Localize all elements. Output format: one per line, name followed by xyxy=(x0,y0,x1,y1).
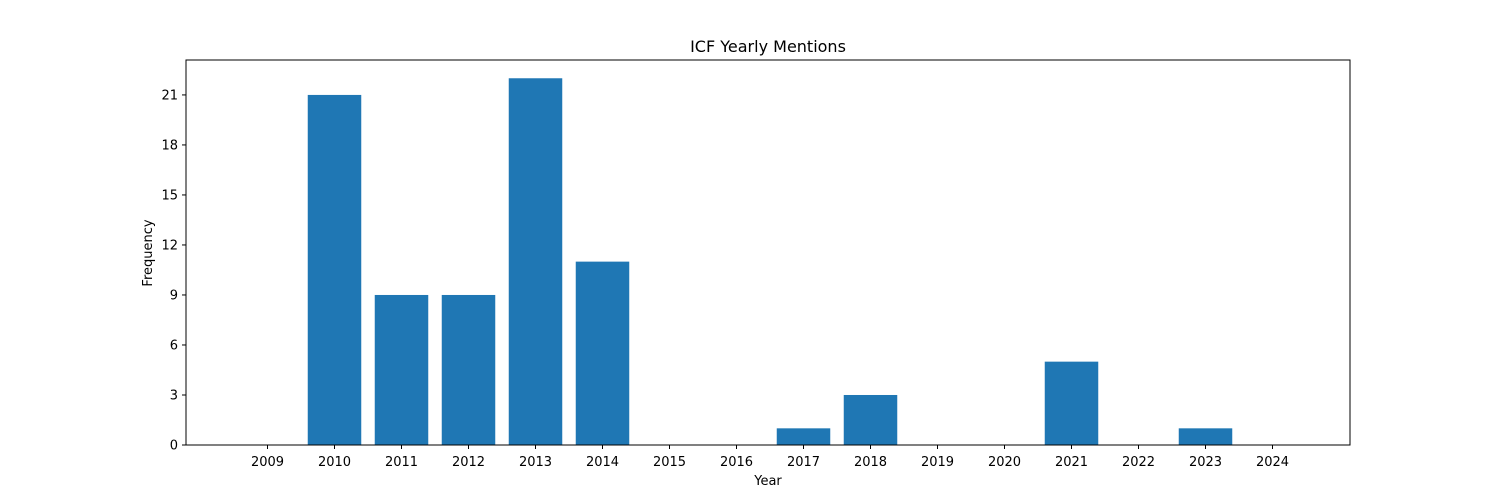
y-tick-label: 3 xyxy=(170,388,178,403)
x-tick-label: 2022 xyxy=(1122,455,1155,470)
bar-2014 xyxy=(575,261,630,445)
x-tick-label: 2016 xyxy=(720,455,753,470)
x-tick-label: 2009 xyxy=(251,455,284,470)
x-tick-label: 2023 xyxy=(1189,455,1222,470)
x-tick-label: 2019 xyxy=(921,455,954,470)
chart-title: ICF Yearly Mentions xyxy=(690,37,846,56)
x-tick-label: 2018 xyxy=(854,455,887,470)
x-axis-ticks: 2009 2010 2011 2012 2013 2014 2015 2016 2017 2018… xyxy=(251,445,1289,470)
bar-2012 xyxy=(441,294,496,445)
x-tick-label: 2020 xyxy=(988,455,1021,470)
x-tick-label: 2014 xyxy=(586,455,619,470)
x-axis-label: Year xyxy=(753,474,782,489)
y-tick-label: 9 xyxy=(170,288,178,303)
y-tick-label: 12 xyxy=(161,238,178,253)
x-tick-label: 2012 xyxy=(452,455,485,470)
y-tick-label: 0 xyxy=(170,439,178,454)
x-tick-label: 2013 xyxy=(519,455,552,470)
x-tick-label: 2017 xyxy=(787,455,820,470)
y-tick-label: 21 xyxy=(161,88,178,103)
bar-2013 xyxy=(508,78,563,445)
bar-2023 xyxy=(1178,428,1233,445)
y-tick-label: 18 xyxy=(161,138,178,153)
y-axis-label: Frequency xyxy=(141,219,156,286)
x-tick-label: 2015 xyxy=(653,455,686,470)
x-tick-label: 2021 xyxy=(1055,455,1088,470)
y-tick-label: 6 xyxy=(170,338,178,353)
plot-frame xyxy=(185,59,1351,446)
x-tick-label: 2024 xyxy=(1256,455,1289,470)
x-tick-label: 2011 xyxy=(385,455,418,470)
bar-2010 xyxy=(307,94,362,446)
y-axis-ticks: 0 3 6 9 12 15 18 21 xyxy=(161,88,186,454)
bar-2021 xyxy=(1044,361,1099,445)
bar-2017 xyxy=(776,428,831,445)
bars-group xyxy=(307,78,1233,446)
y-tick-label: 15 xyxy=(161,188,178,203)
x-tick-label: 2010 xyxy=(318,455,351,470)
bar-2018 xyxy=(843,394,898,445)
bar-2011 xyxy=(374,294,429,445)
